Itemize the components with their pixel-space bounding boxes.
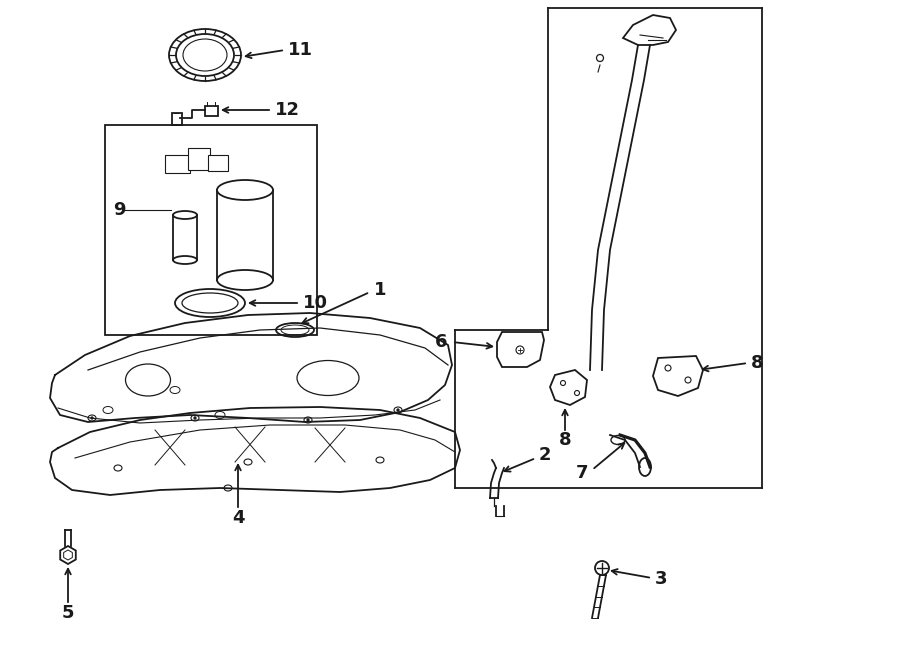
Text: 10: 10 <box>303 294 328 312</box>
Polygon shape <box>497 332 544 367</box>
Text: 11: 11 <box>288 41 313 59</box>
Bar <box>172 113 182 125</box>
Text: 8: 8 <box>751 354 763 372</box>
Ellipse shape <box>194 416 196 419</box>
Bar <box>208 155 228 171</box>
Bar <box>188 148 210 170</box>
Bar <box>105 125 317 335</box>
Ellipse shape <box>91 416 94 419</box>
Text: 2: 2 <box>539 446 552 464</box>
Ellipse shape <box>595 561 609 575</box>
Text: 3: 3 <box>655 570 668 588</box>
Ellipse shape <box>397 408 400 411</box>
Bar <box>165 155 190 173</box>
Text: 8: 8 <box>559 431 572 449</box>
Text: 7: 7 <box>575 464 588 482</box>
Text: 1: 1 <box>374 281 386 299</box>
Text: 4: 4 <box>232 509 244 527</box>
Polygon shape <box>653 356 703 396</box>
Ellipse shape <box>173 211 197 219</box>
Bar <box>205 106 218 116</box>
Ellipse shape <box>307 419 310 421</box>
Polygon shape <box>60 546 76 564</box>
Polygon shape <box>623 15 676 45</box>
Text: 5: 5 <box>62 604 74 622</box>
Polygon shape <box>550 370 587 405</box>
Text: 6: 6 <box>435 333 447 351</box>
Ellipse shape <box>217 180 273 200</box>
Text: 9: 9 <box>113 201 125 219</box>
Text: 12: 12 <box>275 101 300 119</box>
